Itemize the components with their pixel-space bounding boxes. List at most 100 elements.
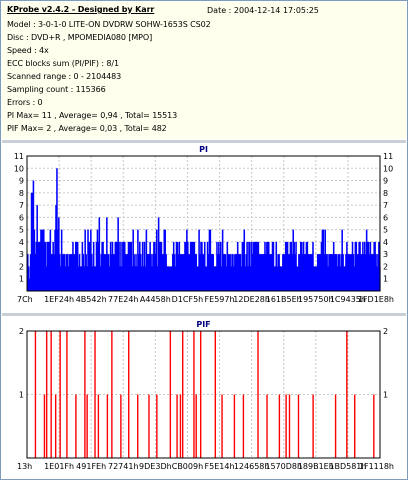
- app-title: KProbe v2.4.2 - Designed by Karr: [7, 5, 155, 14]
- x-tick-label: FE597h: [205, 295, 235, 304]
- chart-bar: [352, 254, 355, 291]
- chart-bar: [143, 241, 146, 291]
- chart-bar: [134, 266, 136, 291]
- chart-bar: [331, 254, 333, 291]
- chart-bar: [67, 266, 70, 291]
- chart-bar: [326, 254, 328, 291]
- chart-bar: [77, 266, 80, 291]
- chart-bar: [190, 241, 193, 291]
- chart-bar: [297, 266, 299, 291]
- chart-bar: [47, 241, 50, 291]
- chart-bar: [350, 254, 353, 291]
- chart-bar: [212, 254, 214, 291]
- chart-bar: [165, 254, 167, 291]
- chart-bar: [296, 266, 298, 291]
- chart-bar: [322, 229, 325, 291]
- chart-bar: [314, 266, 316, 291]
- chart-bar: [285, 241, 288, 291]
- chart-bar: [52, 241, 54, 291]
- chart-bar: [235, 254, 237, 291]
- chart-bar: [175, 241, 178, 291]
- disc-line: Disc : DVD+R , MPOMEDIA080 [MPO]: [7, 33, 153, 42]
- chart-bar: [102, 241, 104, 291]
- x-tick-label: 9DE3Dh: [139, 462, 172, 471]
- y-tick-label: 2: [19, 327, 24, 336]
- chart-bar: [99, 266, 102, 291]
- chart-bar: [318, 254, 321, 291]
- chart-bar: [274, 266, 277, 291]
- x-tick-label: 4B542h: [76, 295, 107, 304]
- chart-bar: [376, 266, 378, 291]
- y-tick-label: 2: [19, 262, 24, 271]
- chart-bar: [89, 241, 91, 291]
- y-tick-label: 5: [383, 226, 388, 235]
- y-tick-label: 11: [383, 152, 393, 161]
- chart-bar: [237, 254, 240, 291]
- divider: [2, 313, 406, 316]
- chart-bar: [275, 241, 278, 291]
- chart-bar: [373, 241, 375, 291]
- chart-bar: [28, 278, 31, 291]
- chart-bar: [35, 241, 38, 291]
- chart-bar: [292, 229, 294, 291]
- chart-bar: [73, 254, 75, 291]
- chart-bar: [176, 241, 179, 291]
- chart-bar: [265, 254, 267, 291]
- chart-bar: [139, 254, 142, 291]
- chart-bar: [278, 254, 280, 291]
- chart-bar: [98, 217, 101, 291]
- chart-bar: [206, 241, 209, 291]
- chart-bar: [58, 217, 60, 291]
- chart-bar: [207, 254, 210, 291]
- divider: [2, 140, 406, 143]
- chart-bar: [276, 266, 278, 291]
- y-tick-label: 2: [383, 327, 388, 336]
- chart-bar: [241, 241, 244, 291]
- x-tick-label: D1CF5h: [172, 295, 204, 304]
- chart-bar: [179, 254, 182, 291]
- chart-bar: [209, 229, 212, 291]
- chart-bar: [62, 254, 65, 291]
- chart-bar: [327, 266, 329, 291]
- chart-bar: [315, 266, 317, 291]
- chart-bar: [116, 241, 118, 291]
- chart-bar: [145, 229, 148, 291]
- chart-bar: [147, 254, 150, 291]
- x-tick-label: F5E14h: [205, 462, 235, 471]
- chart-bar: [260, 254, 262, 291]
- chart-bar: [124, 254, 127, 291]
- chart-bar: [107, 254, 110, 291]
- chart-bar: [309, 254, 311, 291]
- chart-bar: [82, 254, 85, 291]
- chart-bar: [84, 229, 86, 291]
- pif-chart-panel: PIF 1 1 2 2 13h 1E01Fh 491FEh 72741h 9DE3Dh CB009h…: [2, 316, 406, 478]
- chart-bar: [372, 254, 375, 291]
- chart-bar: [203, 254, 205, 291]
- x-tick-label: 161B5Eh: [266, 295, 302, 304]
- chart-bar: [226, 241, 229, 291]
- chart-bar: [61, 254, 64, 291]
- chart-bar: [290, 241, 293, 291]
- chart-bar: [286, 241, 289, 291]
- chart-bar: [186, 229, 188, 291]
- chart-bar: [210, 254, 213, 291]
- chart-bar: [311, 254, 313, 291]
- chart-bar: [300, 241, 303, 291]
- chart-bar: [48, 241, 51, 291]
- chart-bar: [310, 254, 312, 291]
- chart-bar: [298, 254, 300, 291]
- chart-bar: [295, 241, 297, 291]
- chart-bar: [191, 241, 194, 291]
- chart-bar: [316, 254, 319, 291]
- chart-bar: [189, 241, 192, 291]
- chart-bar: [81, 241, 84, 291]
- chart-bar: [188, 254, 191, 291]
- chart-bar: [254, 241, 257, 291]
- chart-bar: [240, 266, 243, 291]
- chart-bar: [307, 254, 310, 291]
- x-tick-label: 1C9435h: [330, 295, 366, 304]
- chart-bar: [232, 254, 234, 291]
- chart-bar: [317, 254, 320, 291]
- chart-bar: [344, 266, 346, 291]
- chart-bar: [170, 266, 172, 291]
